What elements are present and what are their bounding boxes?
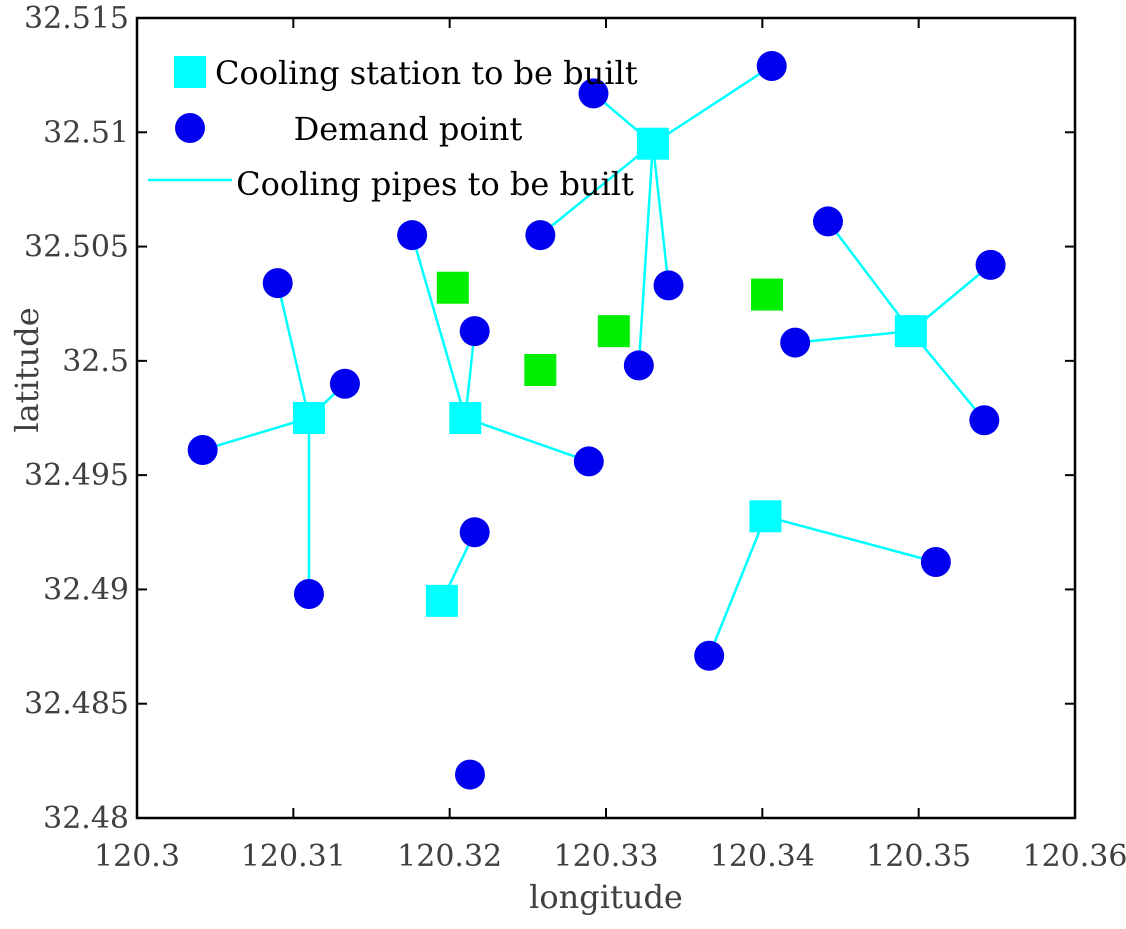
y-tick-label: 32.515 bbox=[24, 1, 129, 36]
cooling-pipe bbox=[410, 234, 467, 419]
legend-demand-marker bbox=[175, 113, 205, 143]
candidate-site bbox=[436, 271, 469, 304]
demand-point bbox=[459, 517, 490, 548]
x-tick-label: 120.33 bbox=[554, 839, 659, 874]
candidate-site bbox=[524, 354, 557, 386]
x-tick-label: 120.31 bbox=[241, 839, 346, 874]
cooling-pipe bbox=[708, 515, 767, 657]
demand-point bbox=[969, 405, 1000, 436]
x-tick-label: 120.35 bbox=[866, 839, 971, 874]
x-tick-label: 120.34 bbox=[710, 839, 815, 874]
cooling-pipe bbox=[651, 143, 670, 286]
demand-point bbox=[573, 446, 604, 477]
cooling-pipe bbox=[795, 329, 911, 344]
candidate-site bbox=[597, 315, 630, 348]
cooling-station bbox=[894, 315, 927, 348]
y-tick-label: 32.505 bbox=[24, 230, 129, 265]
demand-point bbox=[459, 316, 490, 347]
y-tick-label: 32.48 bbox=[43, 801, 129, 836]
cooling-station bbox=[292, 402, 325, 434]
x-axis-label: longitude bbox=[529, 878, 683, 916]
y-tick-label: 32.51 bbox=[43, 115, 129, 150]
legend-label: Cooling station to be built bbox=[215, 54, 638, 92]
x-tick-label: 120.3 bbox=[94, 839, 180, 874]
legend-label: Cooling pipes to be built bbox=[236, 165, 634, 203]
demand-point bbox=[187, 435, 218, 465]
y-tick-label: 32.495 bbox=[24, 458, 129, 493]
demand-point bbox=[525, 220, 556, 251]
plot-frame bbox=[135, 16, 1077, 820]
y-tick-label: 32.49 bbox=[43, 572, 129, 607]
demand-point bbox=[975, 249, 1006, 280]
cooling-pipe bbox=[276, 282, 311, 419]
candidate-sites-layer bbox=[436, 271, 784, 386]
y-ticks: 32.48 32.485 32.49 32.495 32.5 32.505 32.51 32.… bbox=[24, 1, 1075, 836]
cooling-station bbox=[749, 500, 782, 533]
candidate-site bbox=[751, 278, 784, 311]
demand-point bbox=[262, 268, 293, 299]
cooling-pipe bbox=[826, 220, 912, 332]
cooling-pipe bbox=[464, 416, 590, 463]
demand-points-layer bbox=[187, 51, 1006, 790]
demand-point bbox=[694, 640, 725, 671]
cooling-pipe bbox=[765, 515, 937, 564]
legend-label: Demand point bbox=[294, 110, 523, 148]
cooling-station bbox=[636, 127, 669, 160]
cooling-pipe bbox=[539, 142, 654, 237]
y-tick-label: 32.5 bbox=[62, 344, 129, 379]
demand-point bbox=[780, 327, 811, 358]
y-axis-label: latitude bbox=[8, 307, 46, 432]
demand-point bbox=[756, 51, 787, 81]
x-tick-label: 120.32 bbox=[397, 839, 502, 874]
legend-station-marker bbox=[174, 56, 206, 88]
cooling-station bbox=[425, 584, 458, 617]
y-tick-label: 32.485 bbox=[24, 687, 129, 722]
legend: Cooling station to be built Demand point C… bbox=[148, 54, 638, 203]
cooling-pipe bbox=[652, 64, 773, 145]
demand-point bbox=[454, 759, 485, 790]
x-ticks: 120.3 120.31 120.32 120.33 120.34 120.35 120.3… bbox=[94, 18, 1126, 874]
demand-point bbox=[293, 579, 324, 609]
x-tick-label: 120.36 bbox=[1023, 839, 1126, 874]
demand-point bbox=[578, 78, 609, 109]
demand-point bbox=[397, 220, 428, 251]
cooling-pipe bbox=[637, 143, 655, 366]
demand-point bbox=[920, 547, 951, 577]
stations-layer bbox=[292, 127, 927, 617]
cooling-station bbox=[449, 402, 482, 434]
demand-point bbox=[329, 368, 360, 399]
pipes-layer bbox=[202, 64, 992, 657]
demand-point bbox=[812, 206, 843, 237]
demand-point bbox=[623, 350, 654, 381]
cooling-pipe bbox=[202, 416, 310, 452]
demand-point bbox=[653, 270, 684, 301]
